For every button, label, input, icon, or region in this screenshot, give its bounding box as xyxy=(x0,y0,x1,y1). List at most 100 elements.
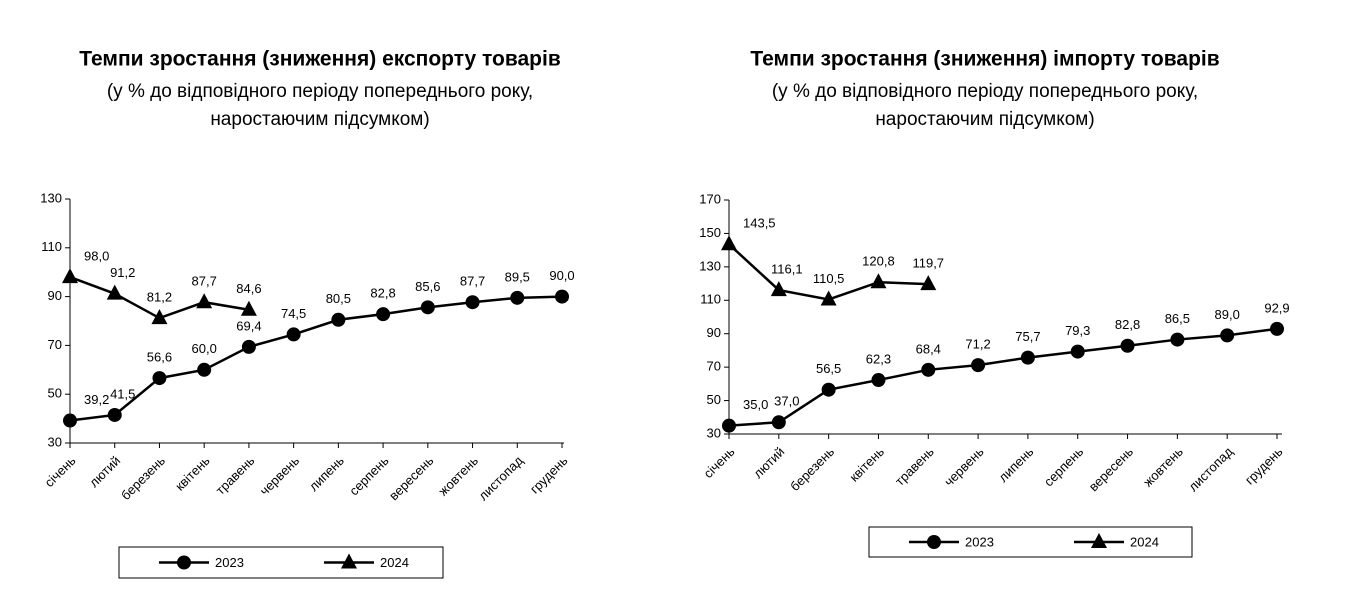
data-label: 82,8 xyxy=(370,286,395,301)
x-tick-label: червень xyxy=(257,453,303,499)
data-label: 69,4 xyxy=(236,318,261,333)
data-label: 60,0 xyxy=(192,341,217,356)
marker-triangle xyxy=(721,235,737,251)
marker-circle xyxy=(197,362,212,377)
marker-circle xyxy=(771,415,786,430)
data-label: 41,5 xyxy=(110,386,135,401)
marker-triangle xyxy=(341,553,357,569)
marker-circle xyxy=(177,555,191,570)
chart-subtitle: наростаючим підсумком) xyxy=(875,109,1094,130)
legend-label: 2024 xyxy=(380,555,409,570)
x-tick-label: квітень xyxy=(846,444,887,485)
data-label: 75,7 xyxy=(1015,329,1040,344)
x-tick-label: вересень xyxy=(386,453,436,503)
data-label: 110,5 xyxy=(813,271,845,286)
y-tick-label: 130 xyxy=(40,190,62,205)
data-label: 84,6 xyxy=(236,281,261,296)
marker-circle xyxy=(510,290,525,305)
y-tick-label: 130 xyxy=(699,258,721,273)
chart-subtitle: (у % до відповідного періоду попередньог… xyxy=(772,81,1198,102)
y-tick-label: 50 xyxy=(48,386,62,401)
marker-triangle xyxy=(870,273,887,289)
y-tick-label: 110 xyxy=(41,239,62,254)
marker-circle xyxy=(1070,344,1085,359)
marker-circle xyxy=(152,371,167,386)
x-tick-label: листопад xyxy=(1185,444,1236,495)
x-tick-label: лютий xyxy=(750,444,787,481)
data-label: 87,7 xyxy=(192,274,217,289)
data-label: 87,7 xyxy=(460,274,485,289)
legend-label: 2023 xyxy=(965,534,994,549)
data-label: 86,5 xyxy=(1165,311,1190,326)
data-label: 79,3 xyxy=(1065,323,1090,338)
y-tick-label: 30 xyxy=(707,425,721,440)
data-label: 85,6 xyxy=(415,279,440,294)
data-label: 116,1 xyxy=(771,262,803,277)
data-label: 68,4 xyxy=(916,341,941,356)
y-tick-label: 30 xyxy=(48,434,62,449)
data-label: 98,0 xyxy=(84,249,109,264)
data-label: 56,6 xyxy=(147,350,172,365)
marker-circle xyxy=(107,407,122,422)
data-label: 81,2 xyxy=(147,290,172,305)
marker-triangle xyxy=(151,309,168,325)
x-tick-label: вересень xyxy=(1086,444,1136,494)
x-tick-label: лютий xyxy=(86,453,123,490)
x-tick-label: грудень xyxy=(527,453,571,497)
marker-circle xyxy=(376,307,391,322)
x-tick-label: липень xyxy=(995,444,1036,485)
x-tick-label: березень xyxy=(787,444,837,494)
marker-triangle xyxy=(62,268,78,284)
chart-subtitle: наростаючим підсумком) xyxy=(210,109,429,130)
marker-triangle xyxy=(196,293,213,309)
data-label: 89,5 xyxy=(505,269,530,284)
marker-circle xyxy=(927,535,941,549)
legend-label: 2023 xyxy=(215,555,244,570)
marker-circle xyxy=(331,312,346,327)
marker-circle xyxy=(722,418,736,433)
marker-circle xyxy=(1220,328,1235,343)
marker-circle xyxy=(921,362,936,377)
marker-triangle xyxy=(240,300,257,316)
x-tick-label: грудень xyxy=(1242,444,1286,488)
marker-circle xyxy=(241,339,256,354)
x-tick-label: січень xyxy=(701,444,738,481)
data-label: 39,2 xyxy=(84,392,109,407)
marker-circle xyxy=(1020,350,1035,365)
chart-subtitle: (у % до відповідного періоду попередньог… xyxy=(107,81,533,102)
marker-circle xyxy=(286,327,301,342)
data-label: 90,0 xyxy=(549,268,574,283)
series-line xyxy=(728,327,1278,427)
y-tick-label: 50 xyxy=(707,392,721,407)
marker-circle xyxy=(555,289,569,304)
marker-circle xyxy=(420,300,435,315)
marker-triangle xyxy=(770,281,787,297)
data-label: 82,8 xyxy=(1115,317,1140,332)
x-tick-label: жовтень xyxy=(435,453,481,499)
data-label: 91,2 xyxy=(110,265,135,280)
marker-circle xyxy=(63,413,77,428)
data-label: 62,3 xyxy=(866,351,891,366)
marker-triangle xyxy=(106,284,123,300)
x-tick-label: січень xyxy=(42,453,79,490)
x-tick-label: квітень xyxy=(172,453,213,494)
marker-circle xyxy=(1170,332,1185,347)
series-line xyxy=(69,295,563,422)
x-tick-label: червень xyxy=(941,444,987,490)
x-tick-label: жовтень xyxy=(1140,444,1186,490)
y-tick-label: 170 xyxy=(699,191,721,206)
y-tick-label: 70 xyxy=(48,337,62,352)
data-label: 120,8 xyxy=(862,254,895,269)
y-tick-label: 90 xyxy=(707,325,721,340)
marker-circle xyxy=(871,373,886,388)
marker-circle xyxy=(971,358,986,373)
x-tick-label: липень xyxy=(306,453,347,494)
chart-title: Темпи зростання (зниження) експорту това… xyxy=(79,48,561,71)
marker-circle xyxy=(465,295,480,310)
marker-circle xyxy=(1120,338,1135,353)
marker-circle xyxy=(821,382,836,397)
marker-triangle xyxy=(920,275,937,291)
marker-circle xyxy=(1270,321,1284,336)
data-label: 92,9 xyxy=(1264,300,1289,315)
